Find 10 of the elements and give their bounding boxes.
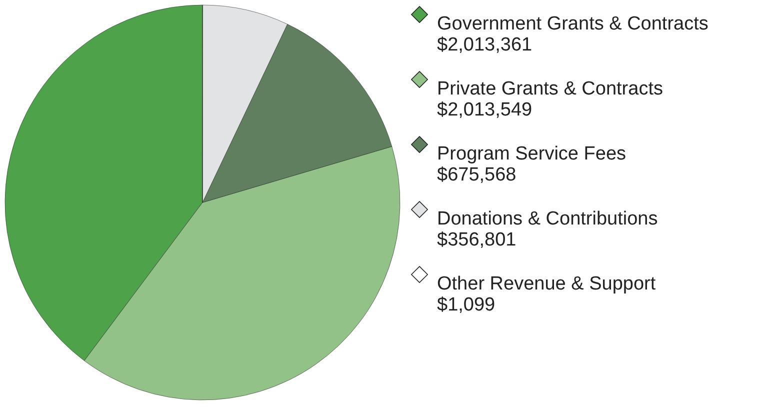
data-label: $1,099 xyxy=(437,294,496,316)
data-label: $2,013,549 xyxy=(437,100,532,120)
legend-label: Private Grants & Contracts xyxy=(437,78,663,100)
legend-label: Other Revenue & Support xyxy=(437,274,656,294)
legend-label: Donations & Contributions xyxy=(437,208,658,230)
data-label: $2,013,361 xyxy=(437,34,532,56)
legend-label: Program Service Fees xyxy=(437,144,626,164)
legend-label: Government Grants & Contracts xyxy=(437,14,708,34)
data-label: $356,801 xyxy=(437,230,516,250)
data-label: $675,568 xyxy=(437,164,516,186)
